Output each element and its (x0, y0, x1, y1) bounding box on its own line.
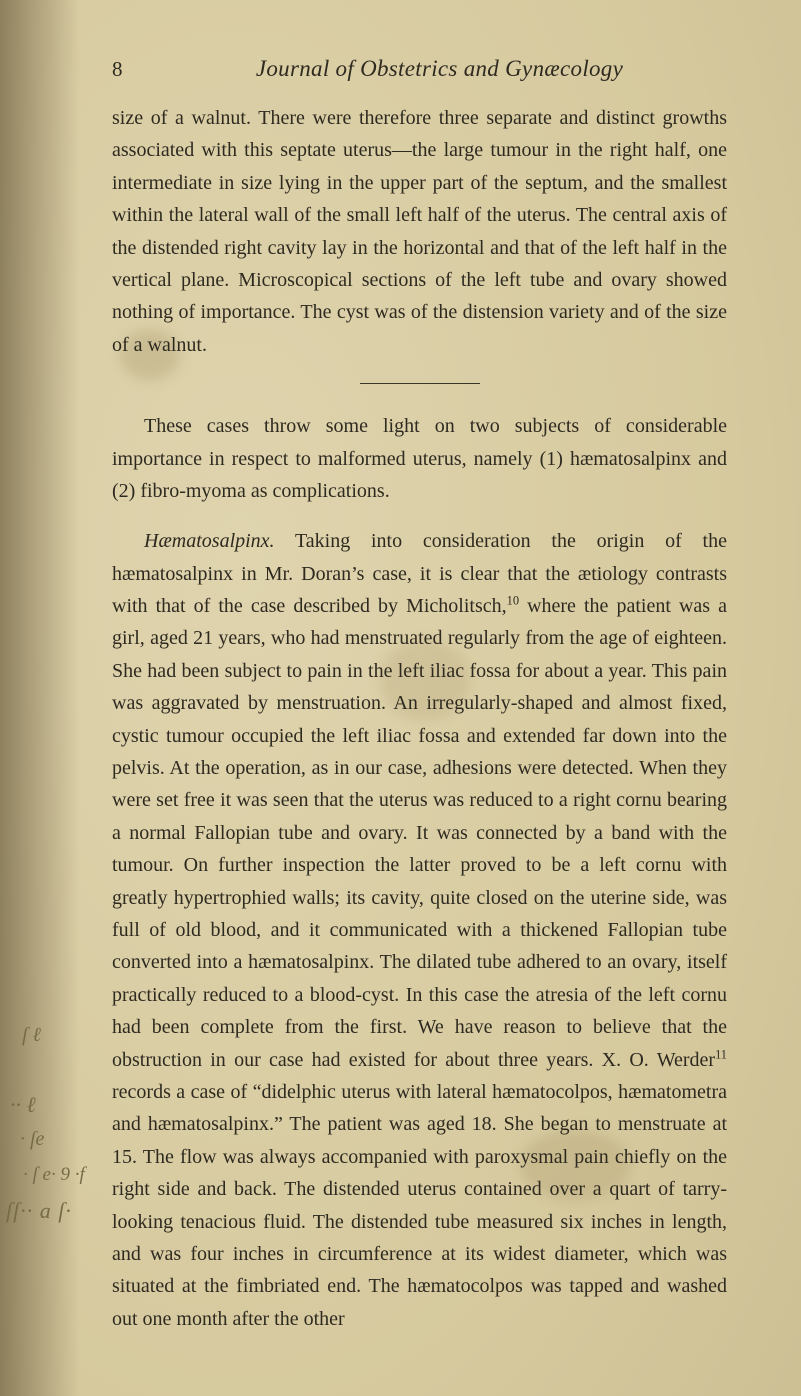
marginal-annotation: ·· ℓ (10, 1092, 36, 1118)
marginal-annotation: · ſ e· 9 ·f (23, 1164, 85, 1186)
body-paragraph: These cases throw some light on two subj… (112, 410, 727, 507)
scanned-page: 8 Journal of Obstetrics and Gynæcology s… (0, 0, 801, 1396)
body-text: where the patient was a girl, aged 21 ye… (112, 595, 727, 1070)
running-head-row: 8 Journal of Obstetrics and Gynæcology (112, 56, 727, 82)
marginal-annotation: ſ ℓ (22, 1024, 41, 1047)
body-paragraph: Hæmatosalpinx. Taking into consideration… (112, 525, 727, 1335)
section-rule (360, 383, 480, 384)
marginal-annotation: · ſe (20, 1128, 44, 1151)
page-number: 8 (112, 57, 152, 82)
footnote-marker: 10 (507, 593, 519, 607)
body-text: records a case of “didelphic uterus with… (112, 1081, 727, 1330)
running-head: Journal of Obstetrics and Gynæcology (152, 56, 727, 82)
footnote-marker: 11 (715, 1047, 727, 1061)
body-paragraph: size of a walnut. There were therefore t… (112, 102, 727, 361)
lead-italic: Hæmatosalpinx. (144, 530, 275, 552)
marginal-annotation: ſſ·· a ſ· (6, 1198, 72, 1224)
